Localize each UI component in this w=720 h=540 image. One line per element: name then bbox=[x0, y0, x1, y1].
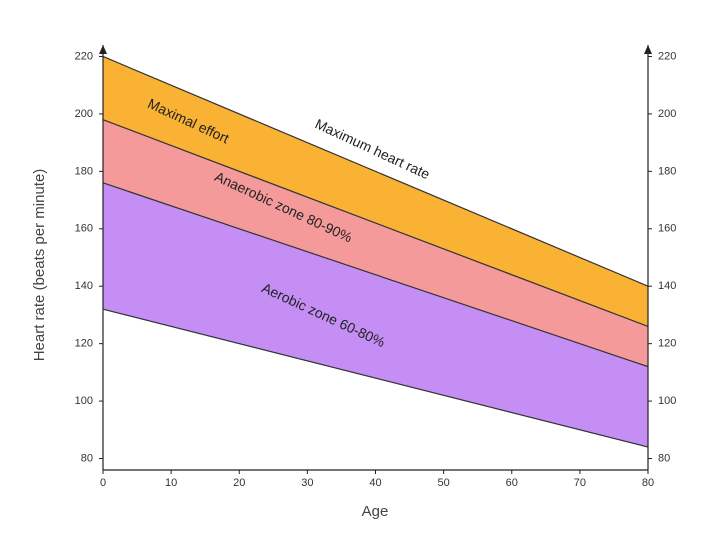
x-tick-label: 30 bbox=[301, 477, 313, 489]
zone-band bbox=[103, 119, 648, 367]
y-tick-label: 100 bbox=[75, 395, 93, 407]
y-axis-label: Heart rate (beats per minute) bbox=[31, 169, 48, 362]
y2-tick-label: 140 bbox=[658, 280, 676, 292]
axis-arrow bbox=[99, 45, 107, 54]
zone-band bbox=[103, 56, 648, 327]
y2-tick-label: 100 bbox=[658, 395, 676, 407]
x-tick-label: 80 bbox=[642, 477, 654, 489]
y-tick-label: 120 bbox=[75, 338, 93, 350]
y-tick-label: 160 bbox=[75, 223, 93, 235]
boundary-line bbox=[102, 55, 649, 287]
y2-tick-label: 80 bbox=[658, 452, 670, 464]
x-axis-label: Age bbox=[362, 503, 389, 520]
x-tick-label: 40 bbox=[369, 477, 381, 489]
x-tick-label: 70 bbox=[574, 477, 586, 489]
boundary-line bbox=[102, 308, 649, 448]
x-tick-label: 60 bbox=[506, 477, 518, 489]
x-tick-label: 10 bbox=[165, 477, 177, 489]
y2-tick-label: 120 bbox=[658, 338, 676, 350]
zone-band bbox=[103, 182, 648, 448]
y-tick-label: 220 bbox=[75, 50, 93, 62]
y-tick-label: 80 bbox=[81, 452, 93, 464]
y2-tick-label: 160 bbox=[658, 223, 676, 235]
y-tick-label: 140 bbox=[75, 280, 93, 292]
x-tick-label: 50 bbox=[438, 477, 450, 489]
boundary-line bbox=[102, 119, 649, 327]
x-tick-label: 20 bbox=[233, 477, 245, 489]
y-tick-label: 180 bbox=[75, 165, 93, 177]
y2-tick-label: 200 bbox=[658, 108, 676, 120]
axis-arrow bbox=[644, 45, 652, 54]
y2-tick-label: 180 bbox=[658, 165, 676, 177]
y-tick-label: 200 bbox=[75, 108, 93, 120]
y2-tick-label: 220 bbox=[658, 50, 676, 62]
x-tick-label: 0 bbox=[100, 477, 106, 489]
boundary-line bbox=[102, 182, 649, 368]
